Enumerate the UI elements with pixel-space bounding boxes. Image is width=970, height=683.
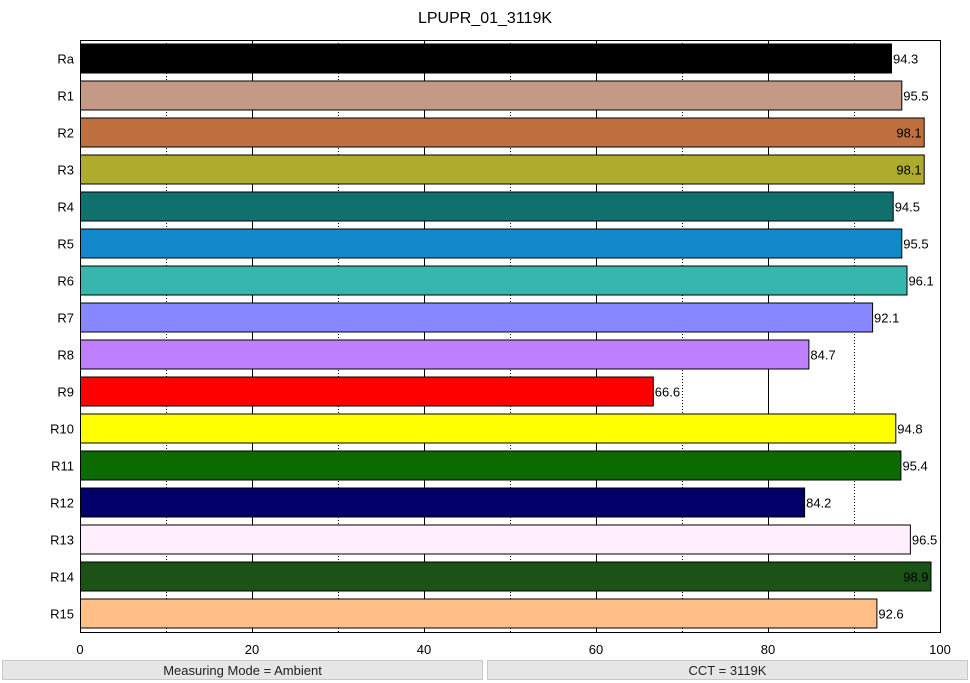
bar-r10: [80, 413, 897, 444]
chart-title: LPUPR_01_3119K: [418, 10, 552, 27]
cct-label: CCT = 3119K: [487, 660, 968, 680]
cri-bar-chart: LPUPR_01_3119K 94.395.598.198.194.595.59…: [50, 10, 951, 657]
category-label-r3: R3: [57, 163, 74, 178]
value-label-ra: 94.3: [893, 52, 918, 67]
value-label-r7: 92.1: [874, 311, 899, 326]
bars: 94.3 95.5 98.1 98.1 94.5 95.5 96.1 92.1 84.7 66.6…: [80, 43, 937, 629]
value-label-r5: 95.5: [903, 237, 928, 252]
bar-r11: [80, 450, 902, 481]
category-labels: Ra R1 R2 R3 R4 R5 R6 R7 R8 R9 R10 R11 R12 R13 R14 R15: [50, 52, 75, 622]
category-label-r2: R2: [57, 126, 74, 141]
bar-r12: [80, 487, 806, 518]
bar-r6: [80, 265, 908, 296]
value-label-r10: 94.8: [897, 422, 922, 437]
x-tick-label: 80: [761, 642, 775, 657]
bar-r15: [80, 598, 878, 629]
bar-r14: [80, 561, 932, 592]
x-axis-tick-labels: 0 20 40 60 80 100: [76, 642, 950, 657]
category-label-r6: R6: [57, 274, 74, 289]
category-label-r4: R4: [57, 200, 74, 215]
bar-r3: [80, 154, 925, 185]
x-tick-label: 100: [929, 642, 951, 657]
x-tick-label: 40: [417, 642, 431, 657]
value-label-r8: 84.7: [810, 348, 835, 363]
plot-area: [80, 40, 941, 633]
category-label-r9: R9: [57, 385, 74, 400]
category-label-ra: Ra: [57, 52, 74, 67]
category-label-r5: R5: [57, 237, 74, 252]
x-tick-label: 60: [589, 642, 603, 657]
value-label-r14: 98.9: [903, 570, 928, 585]
bar-r1: [80, 80, 903, 111]
x-tick-label: 0: [76, 642, 83, 657]
category-label-r14: R14: [50, 570, 74, 585]
category-label-r13: R13: [50, 533, 74, 548]
category-label-r12: R12: [50, 496, 74, 511]
category-label-r7: R7: [57, 311, 74, 326]
measuring-mode-label: Measuring Mode = Ambient: [2, 660, 483, 680]
value-label-r3: 98.1: [896, 163, 921, 178]
value-label-r9: 66.6: [655, 385, 680, 400]
status-bar: Measuring Mode = Ambient CCT = 3119K: [0, 659, 970, 683]
category-label-r11: R11: [51, 459, 74, 474]
bar-r13: [80, 524, 911, 555]
bar-r8: [80, 339, 810, 370]
x-tick-label: 20: [245, 642, 259, 657]
value-label-r11: 95.4: [902, 459, 927, 474]
value-label-r12: 84.2: [806, 496, 831, 511]
bar-r9: [80, 376, 654, 407]
value-label-r2: 98.1: [896, 126, 921, 141]
value-label-r1: 95.5: [903, 89, 928, 104]
value-label-r15: 92.6: [878, 607, 903, 622]
bar-r4: [80, 191, 894, 222]
bar-ra: [80, 43, 892, 74]
value-label-r6: 96.1: [908, 274, 933, 289]
value-label-r4: 94.5: [895, 200, 920, 215]
category-label-r1: R1: [57, 89, 74, 104]
value-label-r13: 96.5: [912, 533, 937, 548]
bar-r7: [80, 302, 874, 333]
category-label-r15: R15: [50, 607, 74, 622]
bar-r5: [80, 228, 903, 259]
bar-r2: [80, 117, 925, 148]
category-label-r8: R8: [57, 348, 74, 363]
category-label-r10: R10: [50, 422, 74, 437]
